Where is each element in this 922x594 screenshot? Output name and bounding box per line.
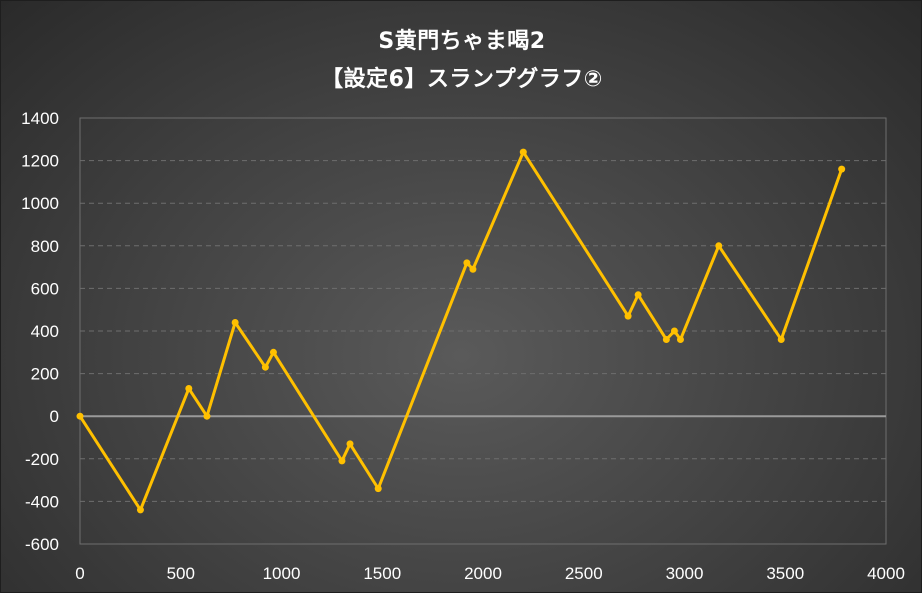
data-point [777, 336, 785, 344]
x-tick-label: 3000 [666, 564, 704, 583]
y-tick-label: 800 [31, 237, 59, 256]
y-tick-label: 200 [31, 365, 59, 384]
y-tick-label: 1400 [21, 109, 59, 128]
data-point [715, 242, 723, 250]
y-tick-label: -200 [25, 450, 59, 469]
chart-title: S黄門ちゃま喝2 [378, 29, 546, 54]
data-point [185, 385, 193, 393]
x-tick-label: 4000 [867, 564, 905, 583]
data-point [136, 506, 144, 514]
data-point [261, 363, 269, 371]
data-point [662, 336, 670, 344]
data-point [469, 265, 477, 273]
y-tick-label: -400 [25, 492, 59, 511]
data-point [838, 165, 846, 173]
data-point [463, 259, 471, 267]
data-point [374, 485, 382, 493]
data-point [76, 412, 84, 420]
y-tick-label: 0 [50, 407, 59, 426]
x-tick-label: 1500 [363, 564, 401, 583]
data-point [346, 440, 354, 448]
data-point [624, 312, 632, 320]
data-point [519, 148, 527, 156]
data-point [338, 457, 346, 465]
y-tick-label: -600 [25, 535, 59, 554]
x-tick-label: 1000 [263, 564, 301, 583]
x-tick-label: 0 [75, 564, 84, 583]
chart-subtitle: 【設定6】スランプグラフ② [321, 67, 603, 92]
y-tick-label: 1200 [21, 152, 59, 171]
data-point [634, 291, 642, 299]
x-tick-label: 500 [167, 564, 195, 583]
y-tick-label: 400 [31, 322, 59, 341]
x-tick-label: 2500 [565, 564, 603, 583]
y-tick-label: 1000 [21, 194, 59, 213]
data-point [231, 318, 239, 326]
data-point [203, 412, 211, 420]
x-tick-label: 2000 [464, 564, 502, 583]
data-point [269, 348, 277, 356]
y-tick-label: 600 [31, 279, 59, 298]
data-point [676, 336, 684, 344]
data-point [670, 327, 678, 335]
x-tick-label: 3500 [766, 564, 804, 583]
